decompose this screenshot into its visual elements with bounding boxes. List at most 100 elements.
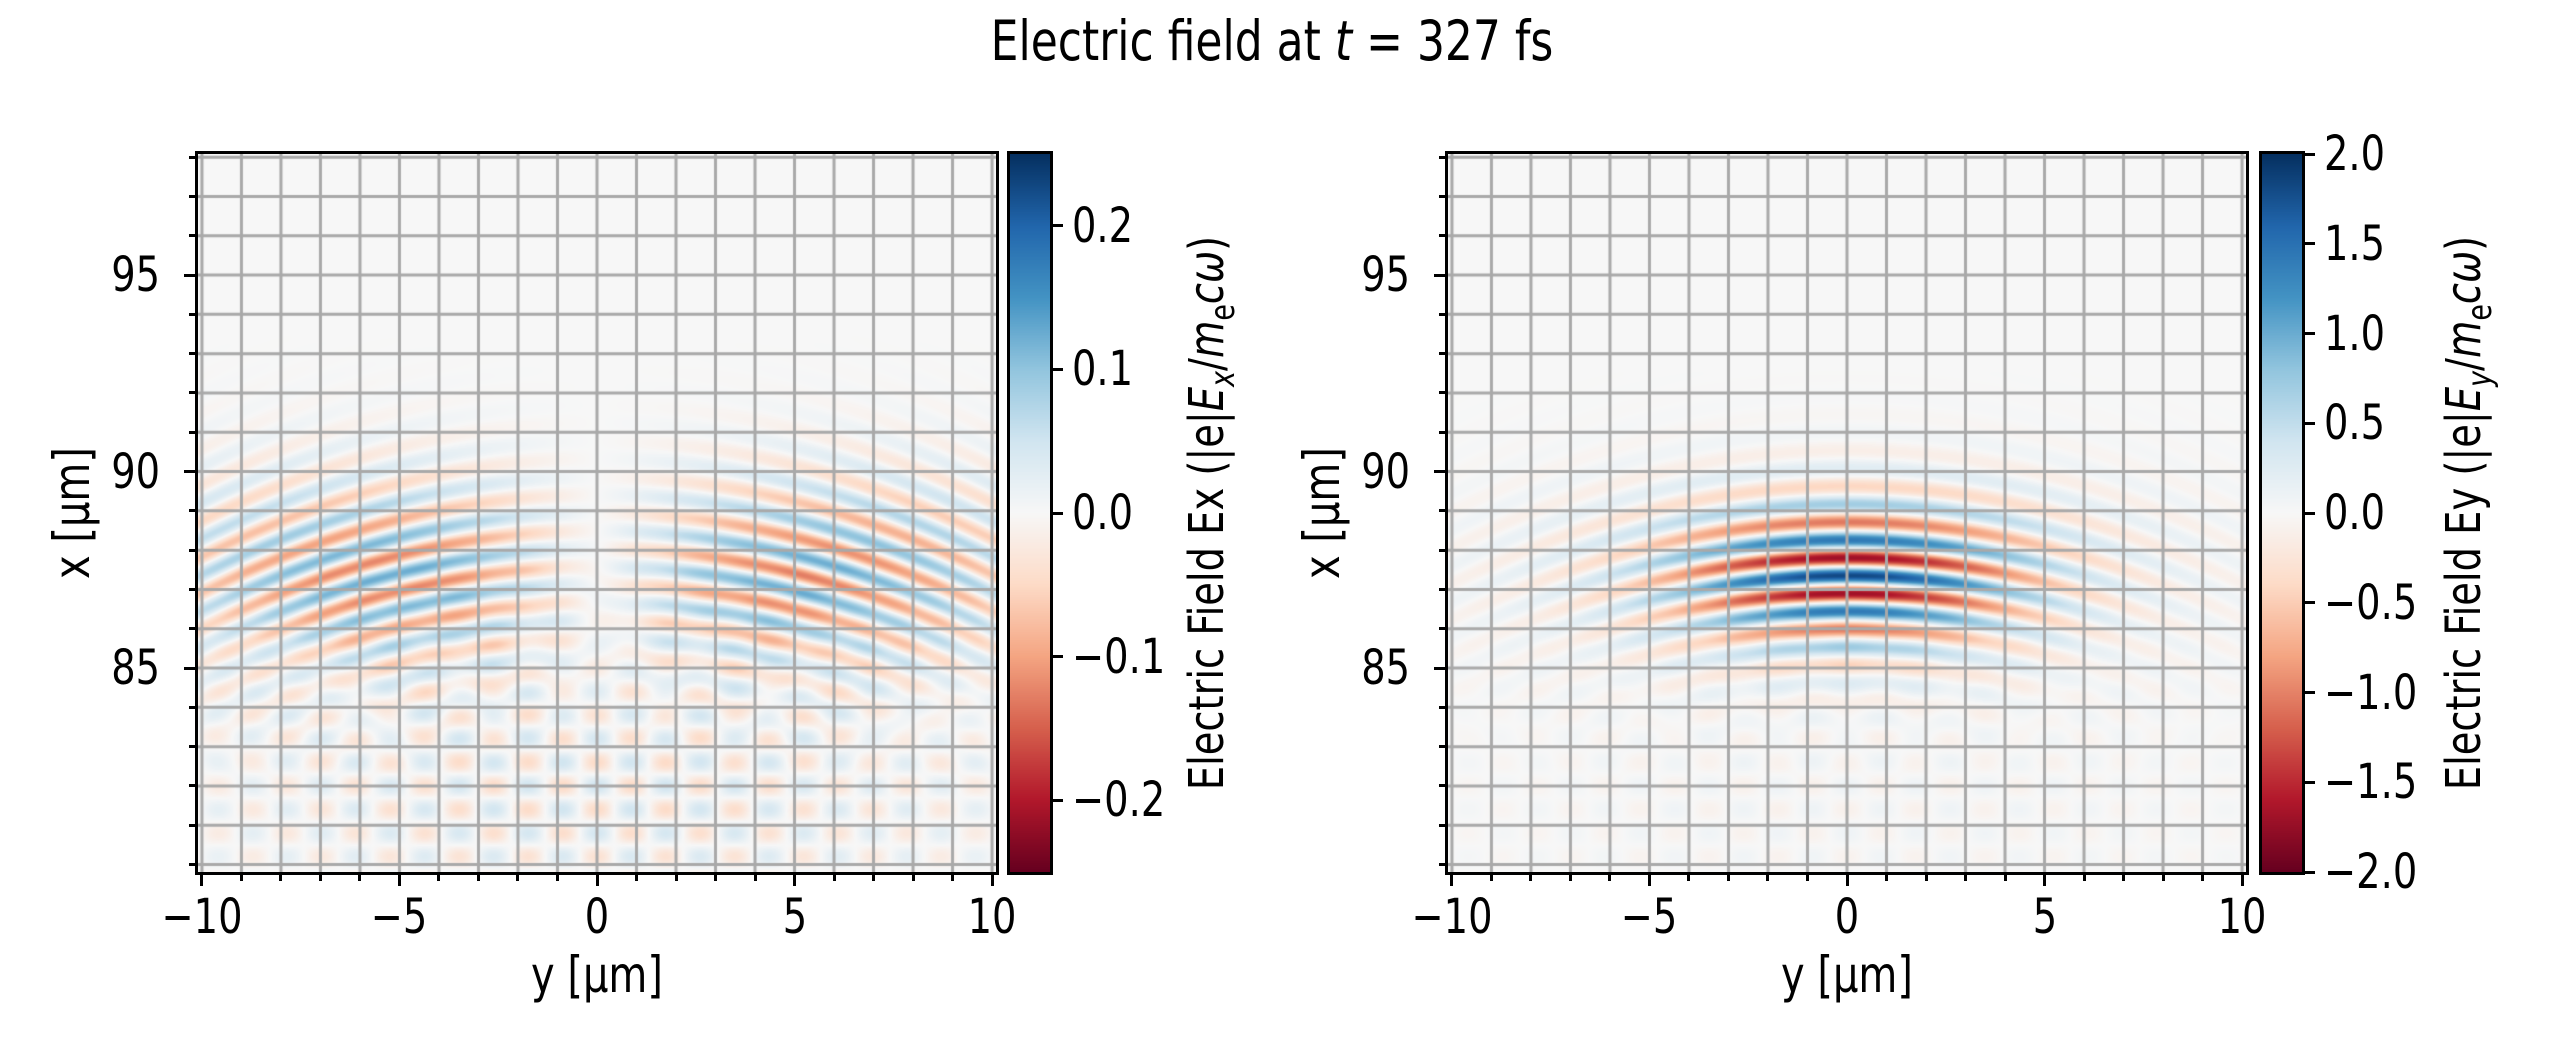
colorbar-tick-label: 2.0 bbox=[2324, 126, 2386, 182]
y-tick-label: 90 bbox=[1361, 443, 1410, 500]
x-minor-tick bbox=[1726, 875, 1730, 881]
y-minor-tick bbox=[1439, 823, 1445, 827]
y-minor-tick bbox=[1439, 863, 1445, 867]
colorbar-tick bbox=[2305, 242, 2315, 246]
x-minor-tick bbox=[1924, 875, 1928, 881]
x-minor-tick bbox=[2122, 875, 2126, 881]
x-tick-label: 10 bbox=[967, 889, 1017, 945]
y-minor-tick bbox=[189, 745, 195, 749]
x-minor-tick bbox=[1885, 875, 1888, 881]
x-minor-tick bbox=[714, 875, 717, 881]
x-minor-tick bbox=[1529, 875, 1533, 881]
y-tick-label: 95 bbox=[111, 247, 160, 304]
x-major-tick bbox=[595, 875, 599, 886]
x-major-tick bbox=[1845, 875, 1849, 886]
y-minor-tick bbox=[1439, 391, 1445, 395]
y-minor-tick bbox=[189, 627, 195, 631]
x-minor-tick bbox=[476, 875, 480, 881]
y-minor-tick bbox=[189, 391, 195, 395]
colorbar-tick bbox=[1053, 224, 1063, 228]
y-minor-tick bbox=[1439, 587, 1445, 591]
x-minor-tick bbox=[318, 875, 322, 881]
y-major-tick bbox=[1434, 666, 1445, 670]
y-tick-label: 85 bbox=[111, 640, 160, 697]
colorbar-tick-label: 1.0 bbox=[2324, 305, 2386, 362]
y-minor-tick bbox=[189, 234, 195, 238]
x-minor-tick bbox=[911, 875, 915, 881]
y-minor-tick bbox=[189, 823, 195, 827]
y-minor-tick bbox=[1439, 784, 1445, 788]
y-tick-label: 85 bbox=[1361, 640, 1410, 697]
figure-title-text: Electric field at t = 327 fs bbox=[990, 9, 1554, 73]
x-minor-tick bbox=[2201, 875, 2205, 881]
y-minor-tick bbox=[189, 587, 195, 591]
y-minor-tick bbox=[1439, 509, 1445, 513]
colorbar-tick-label: −0.2 bbox=[1072, 772, 1166, 829]
ey-xaxis-label: y [μm] bbox=[1780, 946, 1914, 1004]
colorbar-tick bbox=[2305, 421, 2315, 425]
y-minor-tick bbox=[189, 430, 195, 434]
ex-yaxis-label: x [μm] bbox=[43, 446, 101, 580]
ex-colorbar-label: Electric Field Ex (|e|Ex/mecω) bbox=[1179, 235, 1242, 791]
x-major-tick bbox=[2240, 875, 2244, 886]
x-minor-tick bbox=[872, 875, 876, 881]
colorbar-tick-label: 0.1 bbox=[1072, 341, 1134, 398]
colorbar-tick bbox=[2305, 332, 2315, 335]
y-minor-tick bbox=[1439, 234, 1445, 238]
x-tick-label: 10 bbox=[2217, 889, 2267, 945]
x-minor-tick bbox=[951, 875, 955, 881]
y-minor-tick bbox=[1439, 548, 1445, 552]
ex-colorbar-canvas bbox=[1010, 154, 1050, 872]
y-minor-tick bbox=[189, 194, 195, 198]
x-major-tick bbox=[397, 875, 401, 886]
y-tick-label: 90 bbox=[111, 443, 160, 500]
x-tick-label: 5 bbox=[782, 889, 807, 945]
x-major-tick bbox=[200, 875, 204, 886]
x-tick-label: −5 bbox=[371, 889, 428, 945]
x-minor-tick bbox=[1608, 875, 1612, 881]
x-minor-tick bbox=[2003, 875, 2007, 881]
colorbar-tick bbox=[1053, 367, 1063, 371]
y-tick-label: 95 bbox=[1361, 247, 1410, 304]
colorbar-tick bbox=[2305, 780, 2315, 784]
colorbar-tick bbox=[2305, 511, 2315, 515]
ey-colorbar-canvas bbox=[2262, 154, 2302, 872]
x-minor-tick bbox=[1964, 875, 1967, 881]
y-minor-tick bbox=[1439, 745, 1445, 749]
x-major-tick bbox=[2043, 875, 2047, 886]
y-minor-tick bbox=[1439, 194, 1445, 198]
x-minor-tick bbox=[1568, 875, 1572, 881]
colorbar-tick bbox=[2305, 601, 2315, 605]
x-tick-label: −5 bbox=[1621, 889, 1678, 945]
y-minor-tick bbox=[189, 352, 195, 356]
x-minor-tick bbox=[279, 875, 283, 881]
x-minor-tick bbox=[753, 875, 757, 881]
ex-xaxis-label: y [μm] bbox=[530, 946, 664, 1004]
x-major-tick bbox=[1450, 875, 1454, 886]
colorbar-tick-label: 0.5 bbox=[2324, 395, 2386, 452]
y-minor-tick bbox=[189, 548, 195, 552]
figure-title: Electric field at t = 327 fs bbox=[920, 14, 1623, 69]
x-major-tick bbox=[1647, 875, 1651, 886]
x-minor-tick bbox=[437, 875, 441, 881]
colorbar-tick-label: −1.5 bbox=[2324, 754, 2418, 811]
colorbar-tick-label: 0.0 bbox=[2324, 485, 2386, 541]
y-minor-tick bbox=[189, 509, 195, 513]
y-minor-tick bbox=[189, 705, 195, 709]
ex-heatmap-canvas bbox=[198, 154, 996, 872]
colorbar-tick-label: −2.0 bbox=[2324, 844, 2418, 900]
ey-heatmap-canvas bbox=[1448, 154, 2246, 872]
y-minor-tick bbox=[189, 784, 195, 788]
colorbar-tick-label: 0.2 bbox=[1072, 197, 1134, 254]
y-minor-tick bbox=[1439, 705, 1445, 709]
y-minor-tick bbox=[189, 863, 195, 867]
x-minor-tick bbox=[516, 875, 520, 881]
y-major-tick bbox=[184, 666, 195, 670]
ey-colorbar-label: Electric Field Ey (|e|Ey/mecω) bbox=[2436, 235, 2499, 791]
y-major-tick bbox=[184, 273, 195, 277]
colorbar-tick bbox=[2305, 152, 2315, 156]
x-tick-label: −10 bbox=[161, 889, 243, 945]
y-minor-tick bbox=[189, 155, 195, 159]
x-minor-tick bbox=[239, 875, 243, 881]
